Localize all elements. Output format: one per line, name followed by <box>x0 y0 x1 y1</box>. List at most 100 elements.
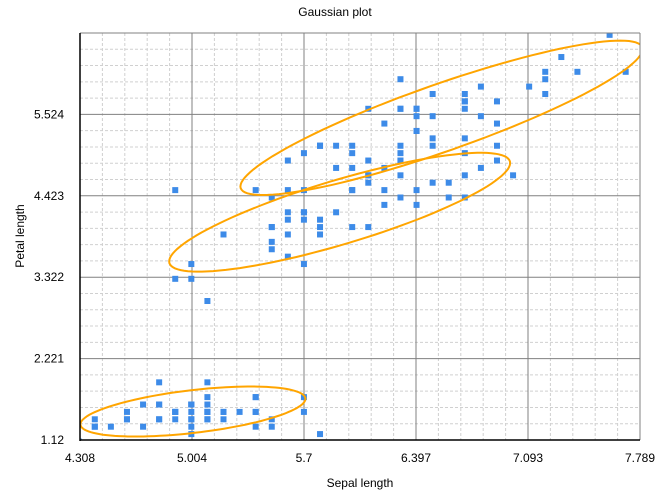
x-tick-label: 4.308 <box>65 451 95 465</box>
data-point <box>284 231 291 238</box>
data-point <box>317 431 324 438</box>
data-point <box>493 142 500 149</box>
points-layer <box>80 24 661 452</box>
gaussian-ellipse <box>168 151 512 273</box>
data-point <box>542 68 549 75</box>
data-point <box>188 261 195 268</box>
data-point <box>220 416 227 423</box>
data-point <box>574 68 581 75</box>
y-tick-label: 4.423 <box>34 189 64 203</box>
data-point <box>461 135 468 142</box>
data-point <box>317 224 324 231</box>
data-point <box>623 24 629 30</box>
data-point <box>606 33 613 38</box>
data-point <box>622 68 629 75</box>
data-point <box>349 187 356 194</box>
data-point <box>397 105 404 112</box>
chart-title: Gaussian plot <box>298 5 372 19</box>
data-point <box>413 105 420 112</box>
x-tick-label: 6.397 <box>401 451 431 465</box>
data-point <box>284 253 291 260</box>
data-point <box>172 187 179 194</box>
data-point <box>397 172 404 179</box>
data-point <box>429 179 436 186</box>
axes: 4.308 5.004 5.7 6.397 7.093 7.789 1.12 2.221 3.3… <box>34 32 655 465</box>
data-point <box>365 224 372 231</box>
data-point <box>542 76 549 83</box>
data-point <box>284 157 291 164</box>
data-point <box>268 224 275 231</box>
data-point <box>91 416 98 423</box>
data-point <box>461 90 468 97</box>
data-point <box>140 423 147 430</box>
data-point <box>445 194 452 201</box>
data-point <box>220 408 227 415</box>
data-point <box>317 231 324 238</box>
data-point <box>317 216 324 223</box>
data-point <box>300 216 307 223</box>
data-point <box>429 135 436 142</box>
data-point <box>172 408 179 415</box>
data-point <box>493 120 500 127</box>
data-point <box>268 416 275 423</box>
data-point <box>477 164 484 171</box>
data-point <box>365 179 372 186</box>
data-point <box>397 157 404 164</box>
data-point <box>204 298 211 305</box>
data-point <box>333 164 340 171</box>
data-point <box>284 209 291 216</box>
data-point <box>284 187 291 194</box>
data-point <box>204 401 211 408</box>
data-point <box>123 416 130 423</box>
data-point <box>477 113 484 120</box>
data-point <box>156 416 163 423</box>
data-point <box>204 379 211 386</box>
data-point <box>156 379 163 386</box>
data-point <box>252 408 259 415</box>
data-point <box>526 83 533 90</box>
data-point <box>461 172 468 179</box>
y-tick-label: 5.524 <box>34 107 64 121</box>
data-point <box>220 231 227 238</box>
data-point <box>268 194 275 201</box>
data-point <box>172 275 179 282</box>
y-tick-label: 3.322 <box>34 270 64 284</box>
data-point <box>381 120 388 127</box>
data-point <box>188 423 195 430</box>
data-point <box>172 416 179 423</box>
data-point <box>558 54 565 61</box>
data-point <box>268 423 275 430</box>
data-point <box>381 187 388 194</box>
data-point <box>349 142 356 149</box>
data-point <box>397 76 404 83</box>
data-point <box>188 401 195 408</box>
data-point <box>204 416 211 423</box>
data-point <box>429 113 436 120</box>
data-point <box>429 142 436 149</box>
data-point <box>397 142 404 149</box>
data-point <box>284 216 291 223</box>
data-point <box>349 150 356 157</box>
data-point <box>493 98 500 105</box>
data-point <box>381 201 388 208</box>
data-point <box>333 142 340 149</box>
data-point <box>188 408 195 415</box>
data-point <box>397 150 404 157</box>
y-tick-label: 1.12 <box>41 433 65 447</box>
data-point <box>124 446 130 452</box>
x-tick-label: 7.789 <box>625 451 655 465</box>
y-tick-label: 2.221 <box>34 352 64 366</box>
data-point <box>542 90 549 97</box>
data-point <box>413 187 420 194</box>
data-point <box>461 105 468 112</box>
data-point <box>655 47 661 53</box>
data-point <box>349 224 356 231</box>
data-point <box>252 187 259 194</box>
x-tick-label: 5.004 <box>177 451 207 465</box>
data-point <box>300 408 307 415</box>
data-point <box>252 394 259 401</box>
data-point <box>91 423 98 430</box>
data-point <box>413 201 420 208</box>
data-point <box>429 90 436 97</box>
